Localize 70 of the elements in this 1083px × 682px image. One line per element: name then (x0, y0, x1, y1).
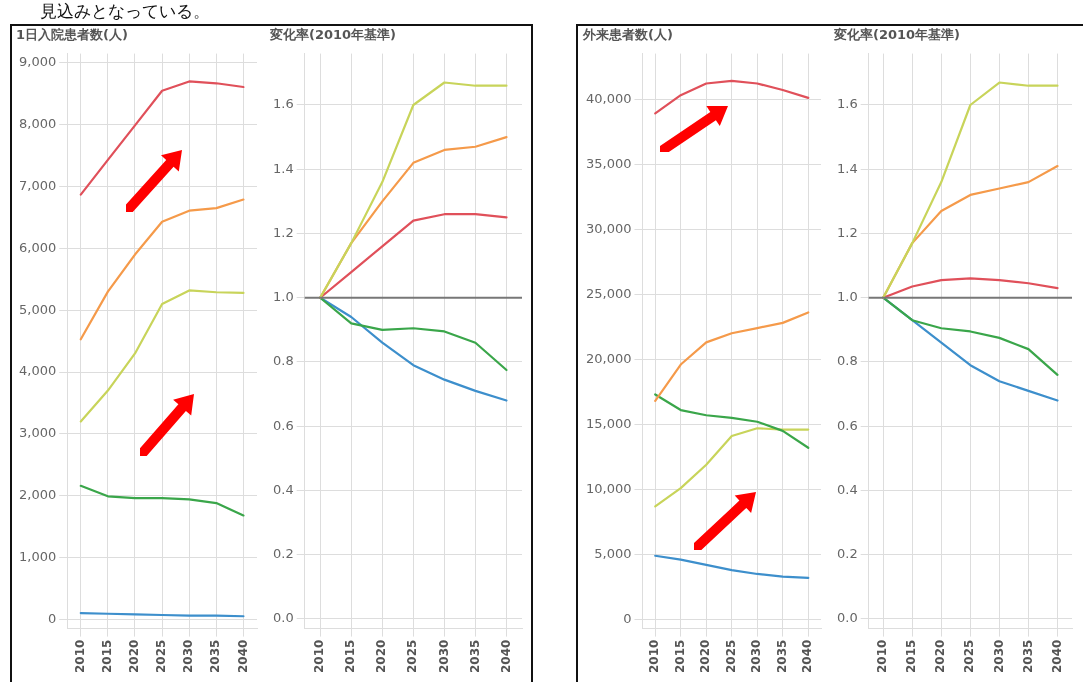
x-tick-label: 2035 (208, 639, 223, 674)
chart-title: 変化率(2010年基準) (269, 27, 397, 43)
y-tick-label: 1.0 (836, 289, 858, 305)
x-tick-label: 2030 (749, 639, 764, 674)
x-tick-label: 2040 (800, 639, 815, 674)
y-tick-label: 0.4 (836, 481, 858, 497)
y-tick-label: 1,000 (19, 548, 57, 564)
y-tick-label: 1.4 (836, 160, 858, 176)
x-tick-label: 2020 (374, 639, 389, 674)
y-tick-label: 15,000 (585, 415, 632, 431)
y-tick-label: 30,000 (585, 220, 632, 236)
y-tick-label: 1.4 (272, 160, 294, 176)
x-tick-label: 2040 (1049, 639, 1064, 674)
y-tick-label: 0 (623, 610, 632, 626)
y-tick-label: 8,000 (19, 116, 57, 132)
x-tick-label: 2030 (991, 639, 1006, 674)
x-tick-label: 2025 (405, 639, 420, 674)
x-tick-label: 2015 (100, 639, 115, 674)
x-tick-label: 2010 (312, 639, 327, 674)
y-tick-label: 9,000 (19, 54, 57, 70)
x-tick-label: 2025 (962, 639, 977, 674)
y-tick-label: 35,000 (585, 155, 632, 171)
y-tick-label: 4,000 (19, 363, 57, 379)
x-tick-label: 2030 (436, 639, 451, 674)
x-tick-label: 2025 (154, 639, 169, 674)
y-tick-label: 25,000 (585, 285, 632, 301)
x-tick-label: 2035 (467, 639, 482, 674)
x-tick-label: 2015 (343, 639, 358, 674)
x-tick-label: 2010 (72, 639, 87, 674)
y-tick-label: 0.8 (272, 353, 294, 369)
text: 見込みとなっている。 (40, 0, 210, 23)
y-tick-label: 0.2 (836, 546, 858, 562)
x-tick-label: 2040 (235, 639, 250, 674)
y-tick-label: 2,000 (19, 487, 57, 503)
y-tick-label: 1.2 (836, 224, 858, 240)
y-tick-label: 7,000 (19, 177, 57, 193)
x-tick-label: 2020 (933, 639, 948, 674)
x-tick-label: 2030 (181, 639, 196, 674)
y-tick-label: 0 (47, 610, 57, 626)
y-tick-label: 0.0 (836, 610, 858, 626)
chart-title: 変化率(2010年基準) (833, 27, 961, 43)
x-tick-label: 2010 (875, 639, 890, 674)
x-tick-label: 2020 (698, 639, 713, 674)
y-tick-label: 5,000 (19, 301, 57, 317)
chart-title: 外来患者数(人) (582, 27, 673, 43)
y-tick-label: 1.6 (836, 96, 858, 112)
y-tick-label: 0.8 (836, 353, 858, 369)
y-tick-label: 1.0 (272, 289, 294, 305)
x-tick-label: 2035 (1020, 639, 1035, 674)
x-tick-label: 2020 (127, 639, 142, 674)
y-tick-label: 5,000 (594, 545, 632, 561)
y-tick-label: 0.6 (836, 417, 858, 433)
x-tick-label: 2040 (498, 639, 513, 674)
x-tick-label: 2015 (904, 639, 919, 674)
y-tick-label: 10,000 (585, 480, 632, 496)
y-tick-label: 0.2 (272, 546, 294, 562)
chart-title: 1日入院患者数(人) (16, 27, 128, 43)
x-tick-label: 2035 (774, 639, 789, 674)
y-tick-label: 1.2 (272, 224, 294, 240)
x-tick-label: 2015 (672, 639, 687, 674)
y-tick-label: 20,000 (585, 350, 632, 366)
x-tick-label: 2010 (647, 639, 662, 674)
y-tick-label: 40,000 (585, 90, 632, 106)
y-tick-label: 0.4 (272, 481, 294, 497)
y-tick-label: 0.6 (272, 417, 294, 433)
y-tick-label: 0.0 (272, 610, 294, 626)
y-tick-label: 1.6 (272, 96, 294, 112)
y-tick-label: 3,000 (19, 425, 57, 441)
x-tick-label: 2025 (723, 639, 738, 674)
y-tick-label: 6,000 (19, 239, 57, 255)
